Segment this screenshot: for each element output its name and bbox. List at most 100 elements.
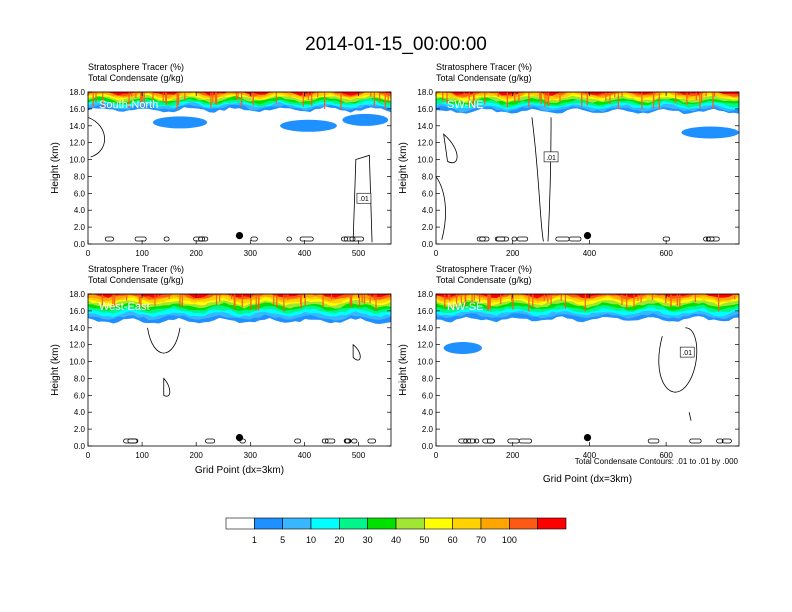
tracer-field: .01	[436, 294, 739, 444]
condensate-contour	[688, 412, 692, 421]
tracer-streak	[179, 294, 181, 307]
tracer-streak	[694, 294, 696, 303]
y-tick-label: 10.0	[69, 156, 85, 165]
tracer-band	[436, 294, 739, 299]
condensate-contour	[721, 438, 732, 444]
y-tick-label: 16.0	[69, 307, 85, 316]
tracer-streak	[605, 92, 607, 101]
y-tick-label: 0.0	[74, 240, 86, 249]
tracer-streak	[324, 92, 326, 109]
y-axis-label: Height (km)	[398, 344, 409, 396]
panel-4: .01 NW-SE Stratosphere Tracer (%)Total Con…	[398, 264, 740, 485]
panel-label: South-North	[99, 99, 158, 111]
tracer-streak	[237, 92, 239, 100]
tracer-streak	[546, 92, 548, 104]
y-tick-label: 12.0	[69, 341, 85, 350]
tracer-streak	[154, 294, 156, 306]
condensate-contours	[458, 327, 732, 444]
tracer-streak	[500, 294, 502, 304]
panel-title-line2: Total Condensate (g/kg)	[436, 275, 532, 285]
tracer-streak	[307, 92, 309, 100]
y-tick-label: 4.0	[422, 408, 434, 417]
tracer-streak	[651, 294, 654, 300]
condensate-contour	[367, 438, 376, 444]
panel-2: .01 SW-NE Stratosphere Tracer (%)Total Con…	[398, 62, 740, 258]
tracer-streak	[550, 294, 552, 305]
condensate-contour	[351, 438, 358, 444]
tracer-streak	[141, 92, 143, 103]
tracer-streak	[165, 92, 167, 105]
colorbar-label: 30	[363, 535, 373, 545]
tracer-streak	[463, 92, 465, 97]
tracer-streak	[375, 294, 377, 311]
tracer-streak	[713, 92, 716, 97]
tracer-streak	[442, 92, 444, 102]
tracer-streak	[157, 294, 159, 299]
tracer-streak	[210, 92, 212, 108]
colorbar-swatch	[254, 517, 283, 530]
condensate-contour	[123, 438, 138, 444]
condensate-contour	[467, 438, 476, 444]
y-tick-label: 2.0	[74, 223, 86, 232]
tracer-streak	[633, 294, 635, 308]
condensate-contour	[352, 343, 361, 361]
condensate-contour	[703, 236, 715, 242]
tracer-streak	[92, 92, 94, 108]
tracer-streak	[287, 294, 289, 301]
contour-label: .01	[359, 196, 369, 203]
tracer-streak	[699, 92, 701, 109]
tracer-streak	[670, 294, 672, 307]
condensate-contour	[463, 438, 472, 444]
y-tick-label: 2.0	[422, 425, 434, 434]
colorbar-label: 60	[448, 535, 458, 545]
tracer-streak	[212, 92, 214, 103]
panel-title-line2: Total Condensate (g/kg)	[88, 275, 184, 285]
tracer-streak	[215, 92, 218, 105]
tracer-streak	[626, 294, 628, 309]
tracer-streak	[233, 294, 235, 310]
condensate-contour	[486, 438, 495, 444]
contour-label-box	[679, 346, 695, 358]
figure-title: 2014-01-15_00:00:00	[305, 34, 487, 55]
x-tick-label: 500	[352, 451, 366, 460]
y-tick-label: 12.0	[417, 341, 433, 350]
y-tick-label: 0.0	[74, 442, 86, 451]
tracer-streak	[686, 92, 688, 105]
tracer-streak	[560, 294, 562, 301]
tracer-streak	[548, 92, 550, 107]
y-tick-label: 14.0	[417, 324, 433, 333]
tracer-streak	[250, 294, 252, 311]
tracer-streak	[331, 294, 333, 300]
tracer-streak	[479, 294, 481, 304]
y-tick-label: 6.0	[422, 189, 434, 198]
condensate-contour	[479, 236, 490, 242]
condensate-contour	[496, 236, 506, 242]
condensate-contours	[88, 116, 373, 243]
x-tick-label: 200	[190, 451, 204, 460]
tracer-streak	[102, 92, 104, 107]
tracer-streak	[446, 92, 448, 104]
tracer-streak	[273, 294, 275, 306]
condensate-contour	[321, 438, 329, 444]
tracer-streak	[241, 92, 243, 108]
tracer-streak	[488, 294, 490, 309]
tracer-streak	[255, 294, 257, 311]
tracer-streak	[358, 294, 361, 307]
condensate-contours	[436, 117, 720, 242]
tracer-streak	[95, 92, 97, 103]
tracer-streak	[528, 92, 530, 107]
condensate-contour	[349, 236, 364, 242]
tracer-streak	[705, 92, 707, 97]
panel-title-line1: Stratosphere Tracer (%)	[436, 264, 532, 274]
y-tick-label: 8.0	[422, 172, 434, 181]
tracer-streak	[285, 294, 287, 299]
tracer-streak	[252, 92, 254, 100]
x-tick-label: 600	[659, 451, 673, 460]
panel-frame	[435, 293, 740, 447]
panel-label: NW-SE	[447, 301, 483, 313]
tracer-streak	[184, 92, 186, 101]
tracer-streak	[340, 92, 342, 110]
contour-label: .01	[682, 350, 692, 357]
tracer-streak	[472, 92, 475, 107]
tracer-streak	[140, 92, 142, 103]
